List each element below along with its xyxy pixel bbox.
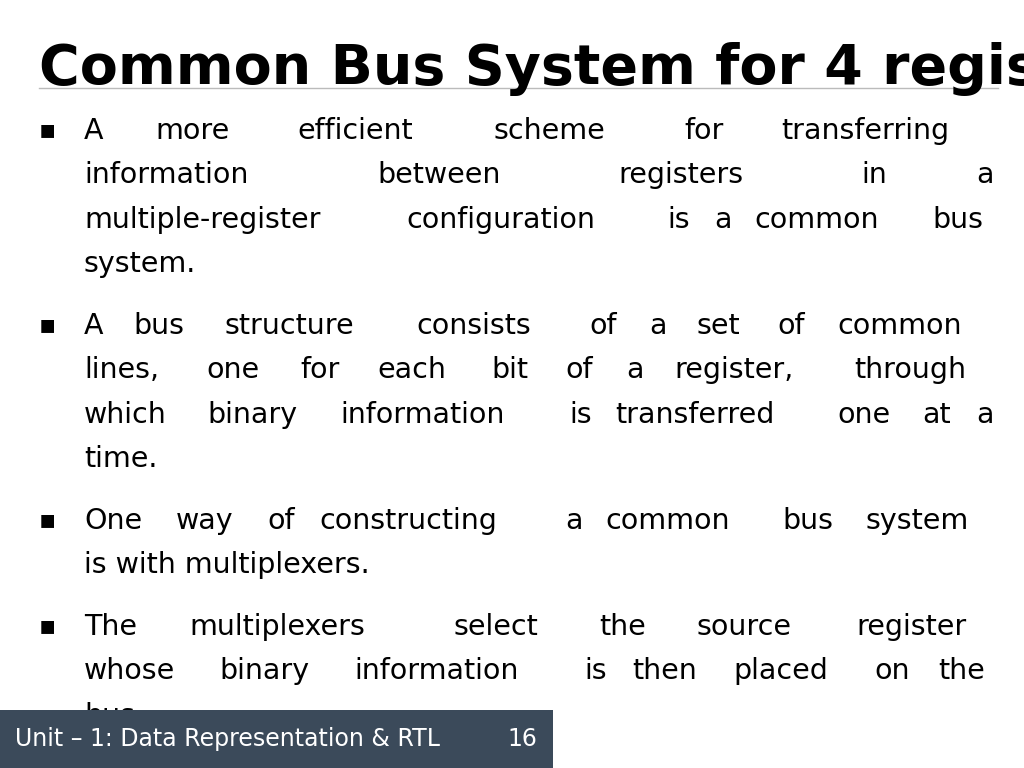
Text: for: for — [684, 117, 724, 144]
Text: A: A — [84, 117, 103, 144]
Text: on: on — [874, 657, 909, 685]
Text: each: each — [377, 356, 445, 384]
Text: select: select — [454, 613, 538, 641]
Text: system: system — [865, 507, 969, 535]
Text: scheme: scheme — [494, 117, 605, 144]
Text: is: is — [668, 206, 690, 233]
Text: a: a — [976, 401, 993, 429]
Text: is: is — [585, 657, 607, 685]
Text: bus.: bus. — [84, 702, 144, 730]
Text: at: at — [923, 401, 951, 429]
Text: constructing: constructing — [319, 507, 498, 535]
Text: of: of — [267, 507, 295, 535]
Text: placed: placed — [733, 657, 828, 685]
Text: register,: register, — [675, 356, 794, 384]
Text: structure: structure — [224, 312, 354, 339]
Text: efficient: efficient — [298, 117, 414, 144]
Text: information: information — [354, 657, 519, 685]
Text: Unit – 1: Data Representation & RTL: Unit – 1: Data Representation & RTL — [15, 727, 440, 751]
Text: source: source — [696, 613, 792, 641]
Text: binary: binary — [220, 657, 310, 685]
Text: a: a — [976, 161, 993, 189]
Text: a: a — [715, 206, 732, 233]
Text: one: one — [837, 401, 890, 429]
Text: lines,: lines, — [84, 356, 159, 384]
Text: the: the — [938, 657, 985, 685]
Text: Common Bus System for 4 registers: Common Bus System for 4 registers — [39, 42, 1024, 96]
Text: bus: bus — [933, 206, 984, 233]
Text: ▪: ▪ — [39, 613, 56, 639]
Text: one: one — [207, 356, 259, 384]
Text: multiplexers: multiplexers — [189, 613, 366, 641]
Text: information: information — [84, 161, 249, 189]
Text: set: set — [696, 312, 740, 339]
Text: time.: time. — [84, 445, 158, 473]
Text: common: common — [838, 312, 963, 339]
Text: whose: whose — [84, 657, 175, 685]
Text: transferred: transferred — [614, 401, 774, 429]
Text: A: A — [84, 312, 103, 339]
Text: is: is — [569, 401, 592, 429]
Text: a: a — [649, 312, 667, 339]
Text: registers: registers — [618, 161, 743, 189]
Text: for: for — [301, 356, 340, 384]
Text: way: way — [176, 507, 233, 535]
Text: transferring: transferring — [781, 117, 949, 144]
Text: ▪: ▪ — [39, 507, 56, 533]
Text: which: which — [84, 401, 167, 429]
Text: between: between — [378, 161, 501, 189]
Text: consists: consists — [417, 312, 531, 339]
Text: a: a — [565, 507, 583, 535]
Text: of: of — [777, 312, 805, 339]
Text: common: common — [755, 206, 879, 233]
Text: The: The — [84, 613, 137, 641]
Bar — [0, 710, 553, 768]
Text: is with multiplexers.: is with multiplexers. — [84, 551, 370, 579]
Text: information: information — [340, 401, 505, 429]
Text: ▪: ▪ — [39, 117, 56, 143]
Text: the: the — [599, 613, 646, 641]
Text: bus: bus — [782, 507, 834, 535]
Text: a: a — [626, 356, 644, 384]
Text: ▪: ▪ — [39, 312, 56, 338]
Text: 16: 16 — [508, 727, 538, 751]
Text: system.: system. — [84, 250, 197, 278]
Text: of: of — [589, 312, 616, 339]
Text: through: through — [854, 356, 966, 384]
Text: bus: bus — [134, 312, 185, 339]
Text: configuration: configuration — [407, 206, 596, 233]
Text: register: register — [856, 613, 967, 641]
Text: binary: binary — [208, 401, 298, 429]
Text: then: then — [632, 657, 696, 685]
Text: of: of — [565, 356, 593, 384]
Text: multiple-register: multiple-register — [84, 206, 321, 233]
Text: common: common — [605, 507, 729, 535]
Text: bit: bit — [492, 356, 528, 384]
Text: in: in — [861, 161, 887, 189]
Text: more: more — [156, 117, 229, 144]
Text: One: One — [84, 507, 142, 535]
